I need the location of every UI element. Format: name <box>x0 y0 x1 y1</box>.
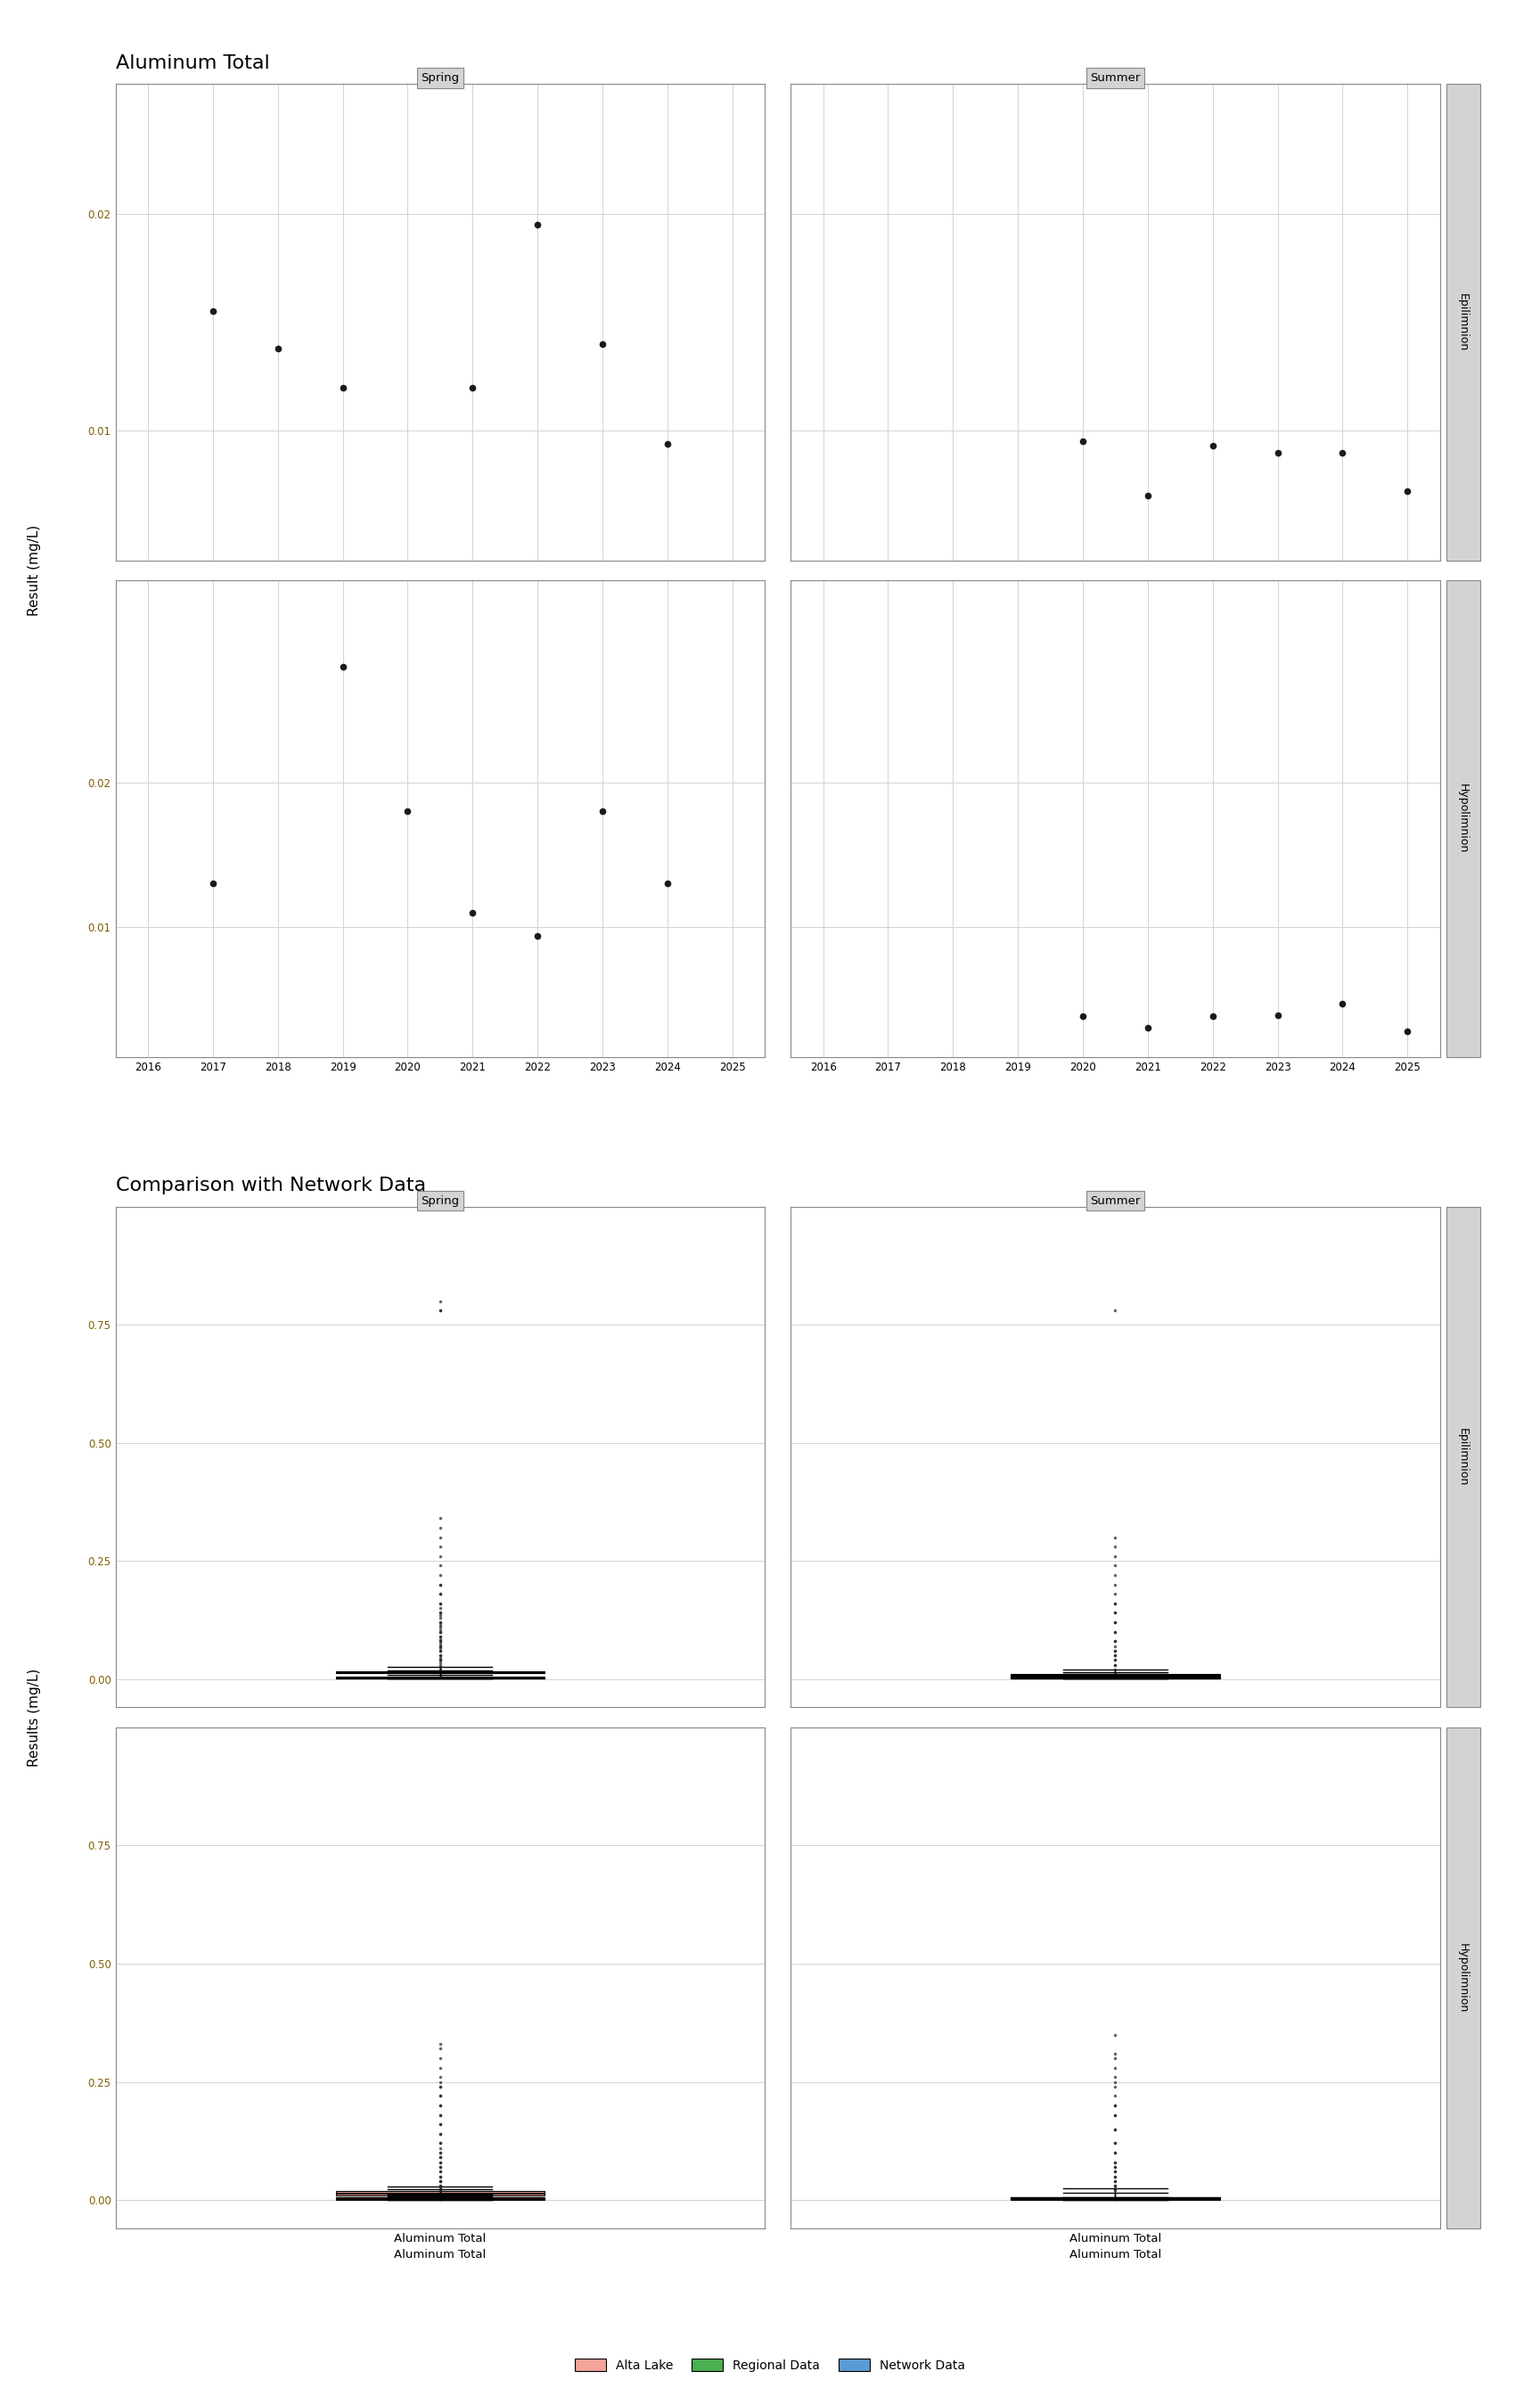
Text: Result (mg/L): Result (mg/L) <box>28 525 40 616</box>
Point <box>525 915 550 954</box>
Point <box>525 206 550 244</box>
Point <box>1266 997 1291 1035</box>
Point <box>590 793 614 831</box>
X-axis label: Aluminum Total: Aluminum Total <box>1069 2250 1161 2262</box>
Point <box>331 647 356 685</box>
Text: Hypolimnion: Hypolimnion <box>1457 783 1469 853</box>
Text: Epilimnion: Epilimnion <box>1457 292 1469 352</box>
Point <box>200 865 225 903</box>
Point <box>331 369 356 407</box>
Point <box>1331 434 1355 472</box>
Point <box>590 326 614 364</box>
Legend: Alta Lake, Regional Data, Network Data: Alta Lake, Regional Data, Network Data <box>568 2353 972 2377</box>
Point <box>1266 434 1291 472</box>
Title: Spring: Spring <box>420 1196 459 1208</box>
Point <box>1070 997 1095 1035</box>
Title: Summer: Summer <box>1090 1196 1141 1208</box>
Point <box>460 369 485 407</box>
Text: Epilimnion: Epilimnion <box>1457 1428 1469 1486</box>
PathPatch shape <box>336 2192 545 2195</box>
X-axis label: Aluminum Total: Aluminum Total <box>394 2250 487 2262</box>
Title: Summer: Summer <box>1090 72 1141 84</box>
Point <box>654 865 679 903</box>
Point <box>654 424 679 462</box>
Point <box>460 894 485 932</box>
Point <box>1135 477 1160 515</box>
Text: Results (mg/L): Results (mg/L) <box>28 1668 40 1766</box>
Point <box>265 328 290 367</box>
Title: Spring: Spring <box>420 72 459 84</box>
Point <box>200 292 225 331</box>
Text: Hypolimnion: Hypolimnion <box>1457 1943 1469 2013</box>
Point <box>1331 985 1355 1023</box>
Point <box>1395 1011 1420 1049</box>
Point <box>1200 997 1224 1035</box>
Point <box>1200 426 1224 465</box>
Point <box>1070 422 1095 460</box>
Point <box>396 793 420 831</box>
Point <box>1135 1009 1160 1047</box>
Text: Aluminum Total: Aluminum Total <box>116 55 270 72</box>
Point <box>1395 472 1420 510</box>
Text: Comparison with Network Data: Comparison with Network Data <box>116 1176 425 1196</box>
